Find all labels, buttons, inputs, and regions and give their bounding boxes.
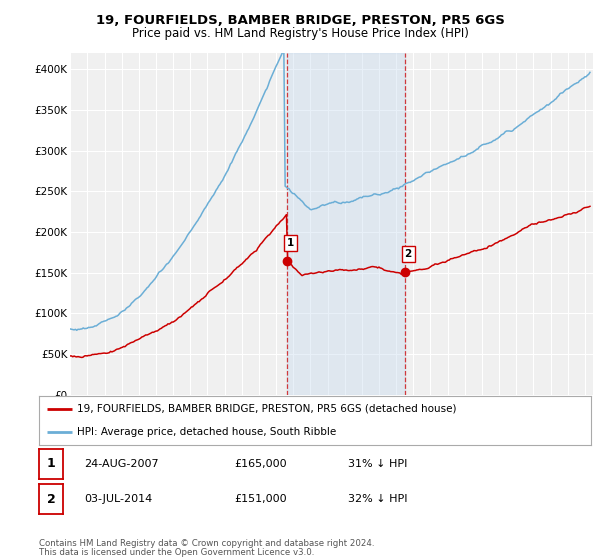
Text: 03-JUL-2014: 03-JUL-2014	[84, 494, 152, 504]
Text: 24-AUG-2007: 24-AUG-2007	[84, 459, 158, 469]
Text: 31% ↓ HPI: 31% ↓ HPI	[348, 459, 407, 469]
Text: 32% ↓ HPI: 32% ↓ HPI	[348, 494, 407, 504]
Text: Price paid vs. HM Land Registry's House Price Index (HPI): Price paid vs. HM Land Registry's House …	[131, 27, 469, 40]
Text: 1: 1	[287, 237, 294, 248]
Text: 1: 1	[47, 458, 55, 470]
Text: £165,000: £165,000	[234, 459, 287, 469]
Text: 2: 2	[47, 493, 55, 506]
Text: £151,000: £151,000	[234, 494, 287, 504]
Text: HPI: Average price, detached house, South Ribble: HPI: Average price, detached house, Sout…	[77, 427, 336, 437]
Text: This data is licensed under the Open Government Licence v3.0.: This data is licensed under the Open Gov…	[39, 548, 314, 557]
Text: 19, FOURFIELDS, BAMBER BRIDGE, PRESTON, PR5 6GS (detached house): 19, FOURFIELDS, BAMBER BRIDGE, PRESTON, …	[77, 404, 456, 414]
Bar	[287, 53, 405, 395]
Text: 2: 2	[404, 249, 412, 259]
Text: 19, FOURFIELDS, BAMBER BRIDGE, PRESTON, PR5 6GS: 19, FOURFIELDS, BAMBER BRIDGE, PRESTON, …	[95, 14, 505, 27]
Text: Contains HM Land Registry data © Crown copyright and database right 2024.: Contains HM Land Registry data © Crown c…	[39, 539, 374, 548]
